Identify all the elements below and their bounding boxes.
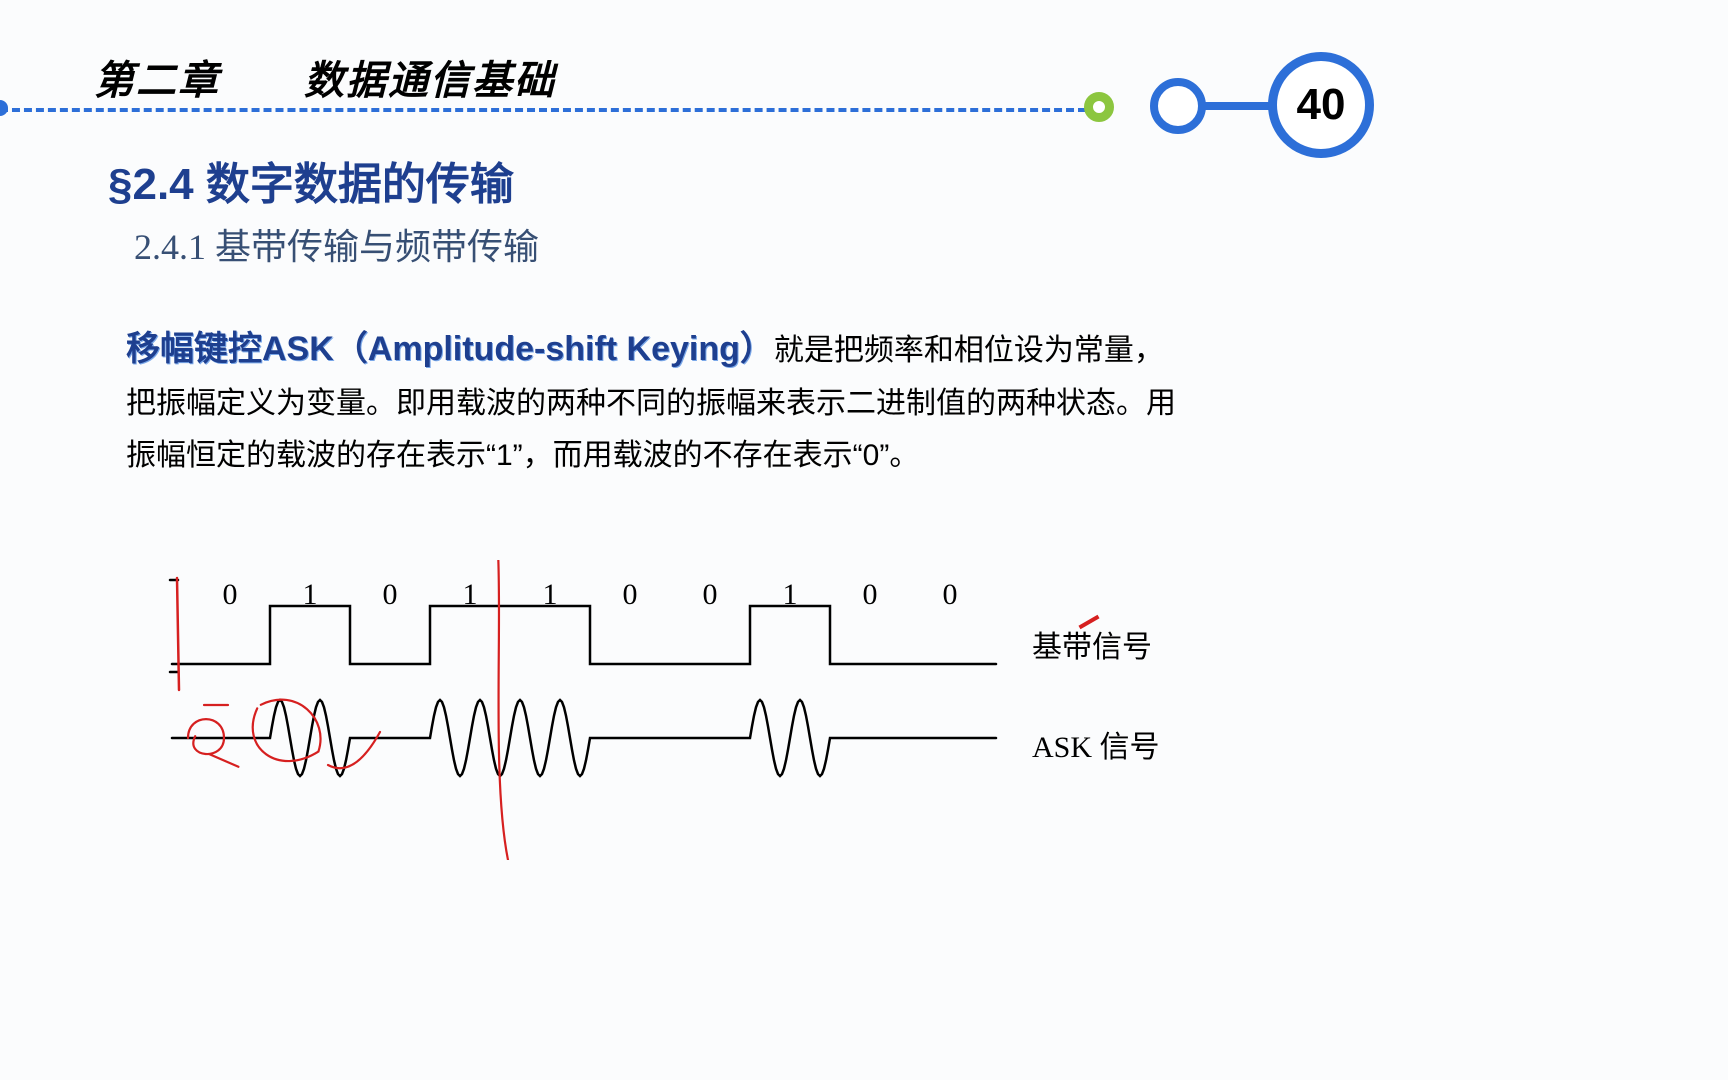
para-rest1: 就是把频率和相位设为常量， [774, 334, 1164, 367]
body-paragraph: 移幅键控ASK（Amplitude-shift Keying）就是把频率和相位设… [126, 320, 1306, 482]
connector-line [1200, 102, 1276, 110]
baseband-label: 基带信号 [1032, 622, 1152, 666]
ask-waveform [172, 700, 996, 776]
bit-label: 1 [510, 578, 590, 612]
page-number: 40 [1297, 80, 1346, 130]
subsection-title: 2.4.1 基带传输与频带传输 [134, 218, 539, 270]
red-annotation [188, 719, 238, 767]
chapter-title: 第二章 数据通信基础 [94, 48, 556, 106]
para-line3: 振幅恒定的载波的存在表示“1”，而用载波的不存在表示“0”。 [126, 439, 919, 472]
para-line2: 把振幅定义为变量。即用载波的两种不同的振幅来表示二进制值的两种状态。用 [126, 387, 1176, 420]
term-highlight: 移幅键控ASK（Amplitude-shift Keying） [126, 330, 774, 368]
bit-label: 1 [750, 578, 830, 612]
bit-label: 0 [190, 578, 270, 612]
page-number-circle: 40 [1268, 52, 1374, 158]
bit-label: 0 [350, 578, 430, 612]
bit-labels-row: 0101100100 [190, 578, 990, 612]
baseband-waveform [172, 606, 996, 664]
section-title: §2.4 数字数据的传输 [108, 148, 514, 212]
header-dashed-line [0, 108, 1086, 112]
bit-label: 0 [910, 578, 990, 612]
bit-label: 0 [670, 578, 750, 612]
bit-label: 1 [270, 578, 350, 612]
green-ring-icon [1084, 92, 1114, 122]
small-circle-icon [1150, 78, 1206, 134]
ask-label: ASK 信号 [1032, 722, 1160, 766]
bit-label: 0 [590, 578, 670, 612]
bit-label: 0 [830, 578, 910, 612]
ask-diagram: 0101100100 基带信号 ASK 信号 [158, 560, 1278, 860]
bit-label: 1 [430, 578, 510, 612]
